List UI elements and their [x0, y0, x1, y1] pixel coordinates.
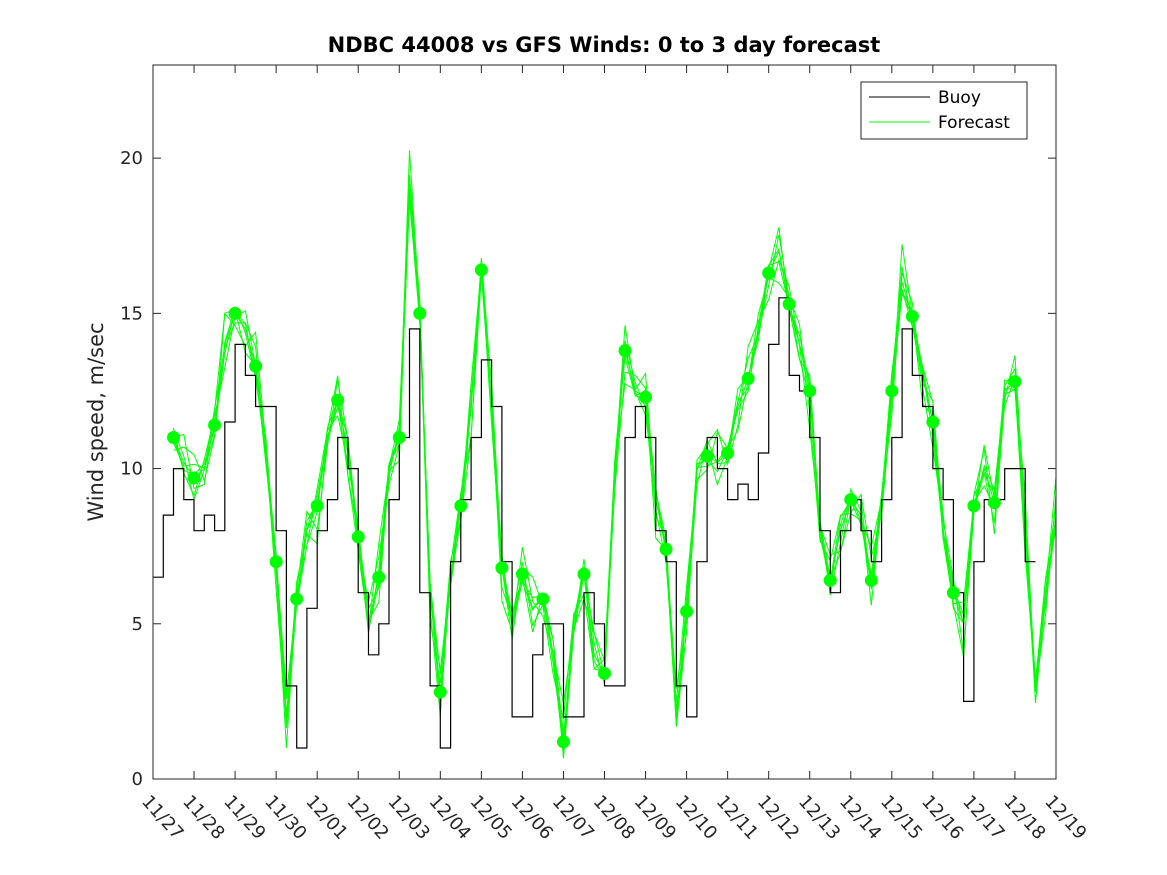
- forecast-point: [618, 344, 632, 358]
- x-tick-label: 11/28: [178, 791, 228, 844]
- forecast-series-line: [173, 200, 1057, 753]
- x-tick-label: 12/01: [301, 791, 351, 844]
- forecast-point: [741, 372, 755, 386]
- x-tick-label: 12/16: [917, 791, 967, 844]
- x-tick-label: 12/17: [958, 791, 1008, 844]
- forecast-point: [967, 499, 981, 513]
- legend-box: [860, 81, 1028, 140]
- x-tick-label: 12/07: [548, 791, 598, 844]
- x-tick-label: 12/18: [999, 791, 1049, 844]
- forecast-point: [269, 555, 283, 569]
- forecast-point: [782, 297, 796, 311]
- forecast-point: [721, 446, 735, 460]
- forecast-point: [228, 306, 242, 320]
- y-tick-label: 5: [132, 614, 143, 635]
- forecast-point: [659, 542, 673, 556]
- forecast-point: [474, 263, 488, 277]
- chart-title: NDBC 44008 vs GFS Winds: 0 to 3 day fore…: [328, 33, 881, 57]
- forecast-point: [987, 496, 1001, 510]
- forecast-point: [167, 431, 181, 445]
- forecast-point: [208, 418, 222, 432]
- forecast-point: [598, 666, 611, 680]
- legend-forecast-label: Forecast: [938, 113, 1010, 133]
- forecast-point: [803, 384, 817, 398]
- forecast-point: [864, 573, 878, 587]
- x-tick-label: 11/30: [260, 791, 310, 844]
- forecast-point: [290, 592, 304, 606]
- x-tick-label: 12/15: [876, 791, 926, 844]
- forecast-point: [1008, 375, 1022, 389]
- forecast-point: [187, 471, 201, 485]
- x-tick-label: 11/27: [137, 791, 187, 844]
- forecast-point: [495, 561, 509, 575]
- y-axis-label: Wind speed, m/sec: [84, 322, 108, 521]
- forecast-point: [372, 570, 386, 584]
- x-tick-label: 12/13: [794, 791, 844, 844]
- x-tick-label: 12/02: [343, 791, 393, 844]
- forecast-point: [515, 567, 529, 581]
- forecast-point: [249, 359, 263, 373]
- forecast-point: [823, 573, 837, 587]
- forecast-point: [433, 685, 447, 699]
- forecast-point: [556, 735, 570, 749]
- forecast-point: [536, 592, 550, 606]
- x-tick-label: 12/05: [466, 791, 516, 844]
- y-axis: 0 5 10 15 20: [120, 148, 1056, 790]
- x-tick-label: 12/14: [835, 791, 885, 844]
- x-tick-label: 12/19: [1040, 791, 1090, 844]
- forecast-point: [392, 431, 406, 445]
- forecast-point: [454, 499, 468, 513]
- forecast-marker-layer: [167, 263, 1022, 749]
- forecast-point: [700, 449, 714, 463]
- forecast-point: [331, 393, 345, 407]
- forecast-point: [762, 266, 776, 280]
- legend: Buoy Forecast: [860, 81, 1028, 140]
- forecast-point: [310, 499, 324, 513]
- x-tick-label: 12/10: [671, 791, 721, 844]
- y-tick-label: 15: [120, 303, 143, 324]
- y-tick-label: 20: [120, 148, 143, 169]
- x-tick-label: 12/04: [425, 791, 475, 844]
- y-tick-label: 10: [120, 459, 143, 480]
- forecast-point: [639, 390, 653, 404]
- y-tick-label: 0: [132, 769, 143, 790]
- forecast-point: [905, 309, 919, 323]
- forecast-point: [946, 586, 960, 600]
- x-tick-label: 12/08: [589, 791, 639, 844]
- x-tick-label: 12/09: [630, 791, 680, 844]
- x-tick-label: 11/29: [219, 791, 269, 844]
- forecast-point: [351, 530, 365, 544]
- forecast-point: [680, 604, 694, 618]
- forecast-point: [577, 567, 591, 581]
- legend-buoy-label: Buoy: [938, 88, 981, 108]
- forecast-point: [926, 415, 940, 429]
- x-tick-label: 12/06: [507, 791, 557, 844]
- x-tick-label: 12/12: [753, 791, 803, 844]
- forecast-point: [844, 493, 858, 507]
- x-tick-label: 12/03: [384, 791, 434, 844]
- x-tick-label: 12/11: [712, 791, 762, 844]
- buoy-series-line: [153, 297, 1036, 749]
- forecast-point: [885, 384, 899, 398]
- forecast-point: [413, 306, 427, 320]
